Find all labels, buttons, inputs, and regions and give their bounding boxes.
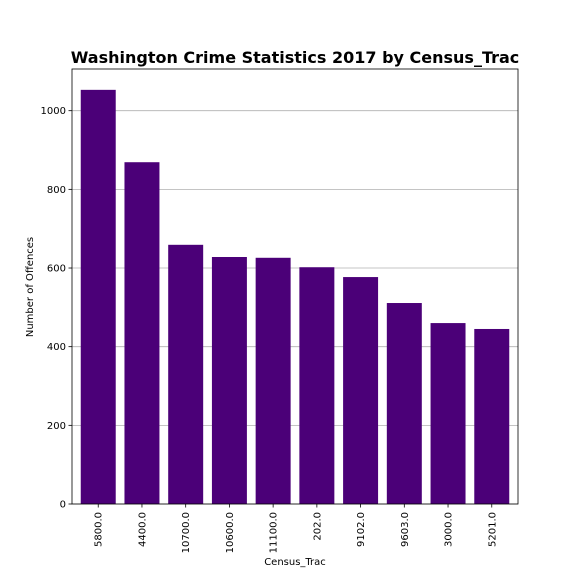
- plot-frame: [71, 68, 519, 505]
- y-tick-label: 200: [47, 421, 66, 432]
- x-tick-label: 10700.0: [181, 512, 192, 553]
- x-tick-label: 202.0: [312, 512, 323, 541]
- bar-3000.0: [430, 323, 466, 504]
- x-tick-label: 11100.0: [269, 512, 280, 553]
- x-tick-label: 5800.0: [94, 512, 105, 547]
- bar-9603.0: [386, 303, 422, 504]
- x-axis-label: Census_Trac: [264, 557, 326, 568]
- y-tick-label: 0: [60, 500, 66, 511]
- x-tick-label: 5201.0: [487, 512, 498, 547]
- y-tick-label: 400: [47, 342, 66, 353]
- x-tick-label: 9603.0: [400, 512, 411, 547]
- y-axis-label: Number of Offences: [25, 237, 36, 337]
- bar-9102.0: [343, 277, 379, 504]
- bar-10700.0: [168, 244, 204, 505]
- bar-5201.0: [474, 328, 510, 504]
- bars: [80, 89, 510, 505]
- x-tick-label: 9102.0: [356, 512, 367, 547]
- y-tick-label: 800: [47, 185, 66, 196]
- bar-202.0: [299, 267, 335, 504]
- y-tick-label: 1000: [41, 106, 66, 117]
- chart-title: Washington Crime Statistics 2017 by Cens…: [71, 48, 520, 67]
- bar-11100.0: [255, 257, 291, 504]
- bar-10600.0: [211, 257, 247, 504]
- x-tick-label: 10600.0: [225, 512, 236, 553]
- y-axis: 0 200 400 600 800 1000: [41, 106, 72, 511]
- y-tick-label: 600: [47, 264, 66, 275]
- x-axis: 5800.0 4400.0 10700.0 10600.0 11100.0 202.0 91…: [94, 504, 498, 553]
- x-tick-label: 4400.0: [137, 512, 148, 547]
- x-tick-label: 3000.0: [444, 512, 455, 547]
- bar-5800.0: [80, 89, 116, 504]
- bar-4400.0: [124, 162, 160, 504]
